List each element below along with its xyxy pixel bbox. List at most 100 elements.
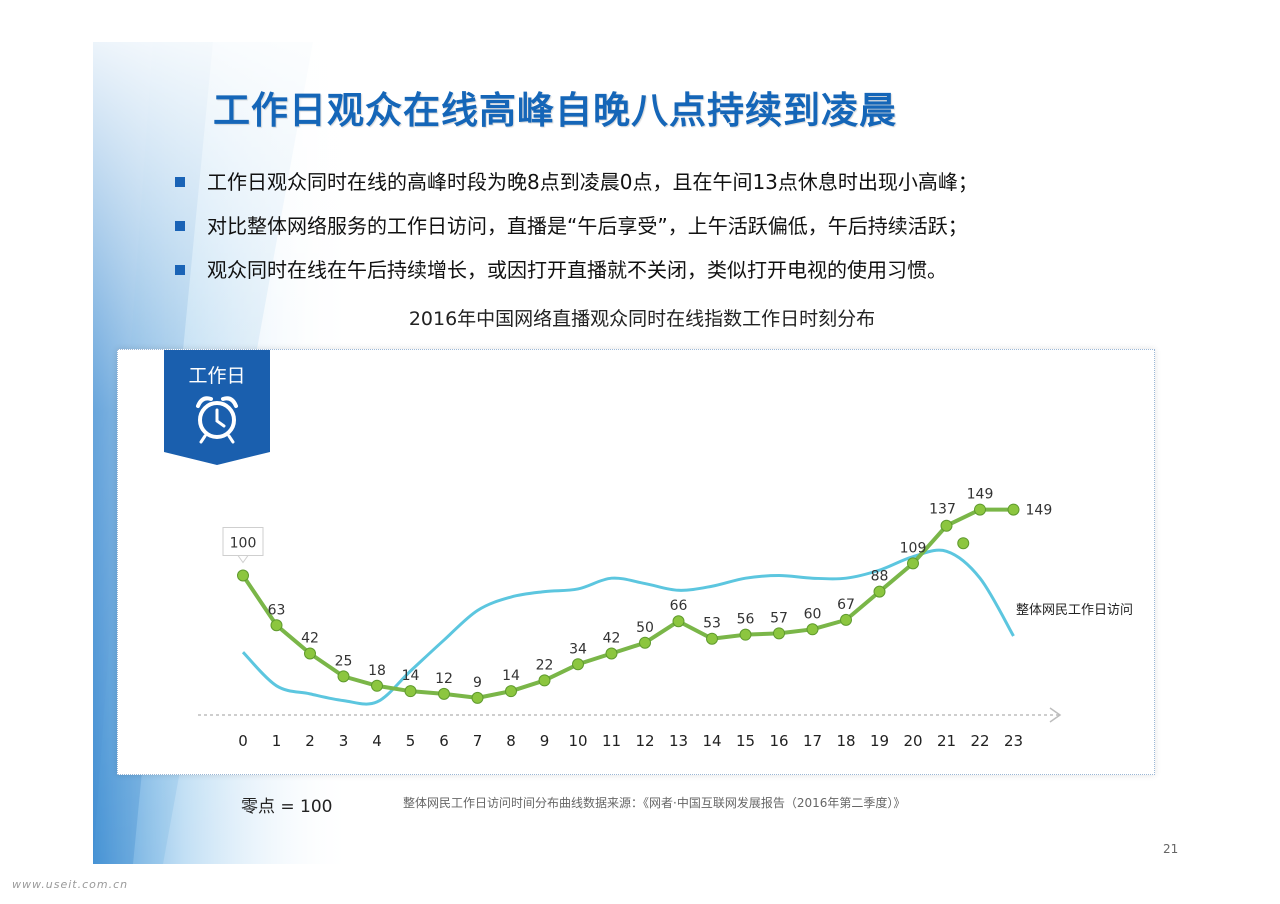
x-tick-label: 13 — [669, 732, 688, 750]
green-series-point — [237, 569, 249, 582]
chart-title: 2016年中国网络直播观众同时在线指数工作日时刻分布 — [408, 308, 876, 330]
green-series-line — [241, 507, 1014, 700]
data-label: 56 — [737, 612, 755, 628]
cyan-series-label: 整体网民工作日访问 — [1016, 603, 1133, 618]
x-tick-label: 8 — [506, 732, 516, 750]
x-tick-label: 0 — [238, 732, 248, 750]
zero-point-note: 零点 = 100 — [241, 797, 333, 817]
bullet-text: 工作日观众同时在线的高峰时段为晚8点到凌晨0点，且在午间13点休息时出现小高峰； — [207, 170, 978, 194]
green-series-point — [337, 670, 350, 683]
bullet-item: 观众同时在线在午后持续增长，或因打开直播就不关闭，类似打开电视的使用习惯。 — [173, 248, 978, 292]
callout-pointer — [237, 555, 249, 564]
green-series-point — [739, 628, 752, 641]
workday-badge: 工作日 — [164, 350, 270, 465]
x-tick-label: 23 — [1004, 732, 1023, 750]
x-tick-label: 5 — [406, 732, 416, 750]
data-source-note: 整体网民工作日访问时间分布曲线数据来源：《网者·中国互联网发展报告（2016年第… — [403, 796, 906, 810]
green-series-point — [371, 679, 383, 692]
cyan-series-line — [241, 548, 1015, 706]
x-tick-label: 19 — [870, 732, 889, 750]
cyan-series: 整体网民工作日访问 — [241, 548, 1133, 706]
x-tick-label: 12 — [635, 732, 654, 750]
green-series-point — [773, 627, 785, 640]
x-tick-label: 20 — [903, 732, 922, 750]
chart-panel: 工作日 整体网民工作日访问 100 63 42 25 18 14 12 9 14 22 34 42 50… — [117, 349, 1155, 775]
slide: 工作日观众在线高峰自晚八点持续到凌晨 工作日观众同时在线的高峰时段为晚8点到凌晨… — [93, 42, 1191, 864]
x-tick-label: 17 — [803, 732, 822, 750]
data-label: 42 — [301, 631, 319, 647]
green-series — [237, 503, 1020, 704]
green-series-point — [706, 632, 718, 645]
x-tick-label: 9 — [540, 732, 550, 750]
data-label: 53 — [703, 616, 721, 632]
green-series-point — [840, 613, 852, 626]
x-tick-label: 18 — [836, 732, 855, 750]
data-label: 60 — [804, 606, 822, 622]
green-series-point — [471, 691, 484, 704]
green-series-point — [404, 685, 417, 698]
x-tick-label: 21 — [937, 732, 956, 750]
green-series-point — [538, 674, 551, 687]
green-series-point — [1007, 503, 1020, 516]
x-tick-label: 4 — [372, 732, 382, 750]
green-series-point — [572, 658, 584, 671]
bullet-item: 对比整体网络服务的工作日访问，直播是“午后享受”，上午活跃偏低，午后持续活跃； — [173, 204, 978, 248]
data-label: 34 — [569, 641, 587, 657]
badge-label: 工作日 — [188, 365, 245, 387]
green-series-point — [974, 503, 986, 516]
green-series-point — [639, 636, 651, 649]
x-tick-label: 7 — [473, 732, 483, 750]
x-tick-label: 6 — [439, 732, 449, 750]
bullet-square-icon — [175, 177, 185, 187]
x-tick-label: 16 — [769, 732, 788, 750]
page-number: 21 — [1163, 842, 1179, 856]
data-label: 109 — [900, 540, 927, 556]
data-label: 42 — [603, 631, 621, 647]
data-label: 149 — [1026, 503, 1053, 519]
green-series-point — [907, 557, 919, 570]
x-tick-label: 22 — [970, 732, 989, 750]
x-tick-label: 14 — [702, 732, 721, 750]
x-axis — [198, 707, 1062, 723]
data-label: 25 — [335, 653, 353, 669]
green-series-point — [940, 519, 953, 532]
green-series-point — [806, 623, 819, 636]
data-label: 18 — [368, 663, 386, 679]
alarm-clock-icon — [196, 396, 238, 444]
green-series-point — [505, 685, 517, 698]
data-label: 63 — [268, 602, 286, 618]
data-label: 14 — [402, 668, 420, 684]
data-label: 137 — [929, 502, 956, 518]
green-series-point — [672, 615, 685, 628]
data-label: 9 — [473, 675, 482, 691]
x-tick-labels: 0 1 2 3 4 5 6 7 8 9 10 11 12 13 14 15 16 17 18 19 20 21 22 23 — [238, 732, 1023, 750]
green-series-point — [270, 619, 283, 632]
x-tick-label: 1 — [272, 732, 282, 750]
data-label: 57 — [770, 610, 788, 626]
bullet-square-icon — [175, 221, 185, 231]
x-axis-arrow-icon — [1049, 707, 1062, 723]
data-label: 149 — [967, 487, 994, 503]
green-series-point — [873, 585, 886, 598]
bullet-square-icon — [175, 265, 185, 275]
data-label: 12 — [435, 671, 453, 687]
x-tick-label: 11 — [602, 732, 621, 750]
badge-shape — [164, 350, 270, 465]
x-tick-label: 15 — [736, 732, 755, 750]
x-tick-label: 2 — [305, 732, 315, 750]
data-label: 50 — [636, 620, 654, 636]
green-series-point — [605, 647, 618, 660]
data-label: 67 — [837, 597, 855, 613]
watermark-text: www.useit.com.cn — [12, 878, 129, 891]
data-label: 88 — [871, 569, 889, 585]
x-tick-label: 10 — [568, 732, 587, 750]
green-series-point — [304, 647, 316, 660]
page-title: 工作日观众在线高峰自晚八点持续到凌晨 — [213, 89, 897, 132]
green-series-point — [438, 687, 450, 700]
data-labels: 100 63 42 25 18 14 12 9 14 22 34 42 50 66 53 56 57 60 67 88… — [222, 487, 1053, 691]
bullet-text: 对比整体网络服务的工作日访问，直播是“午后享受”，上午活跃偏低，午后持续活跃； — [207, 214, 968, 238]
x-tick-label: 3 — [339, 732, 349, 750]
green-series-point — [957, 537, 970, 550]
data-label: 100 — [230, 536, 257, 552]
